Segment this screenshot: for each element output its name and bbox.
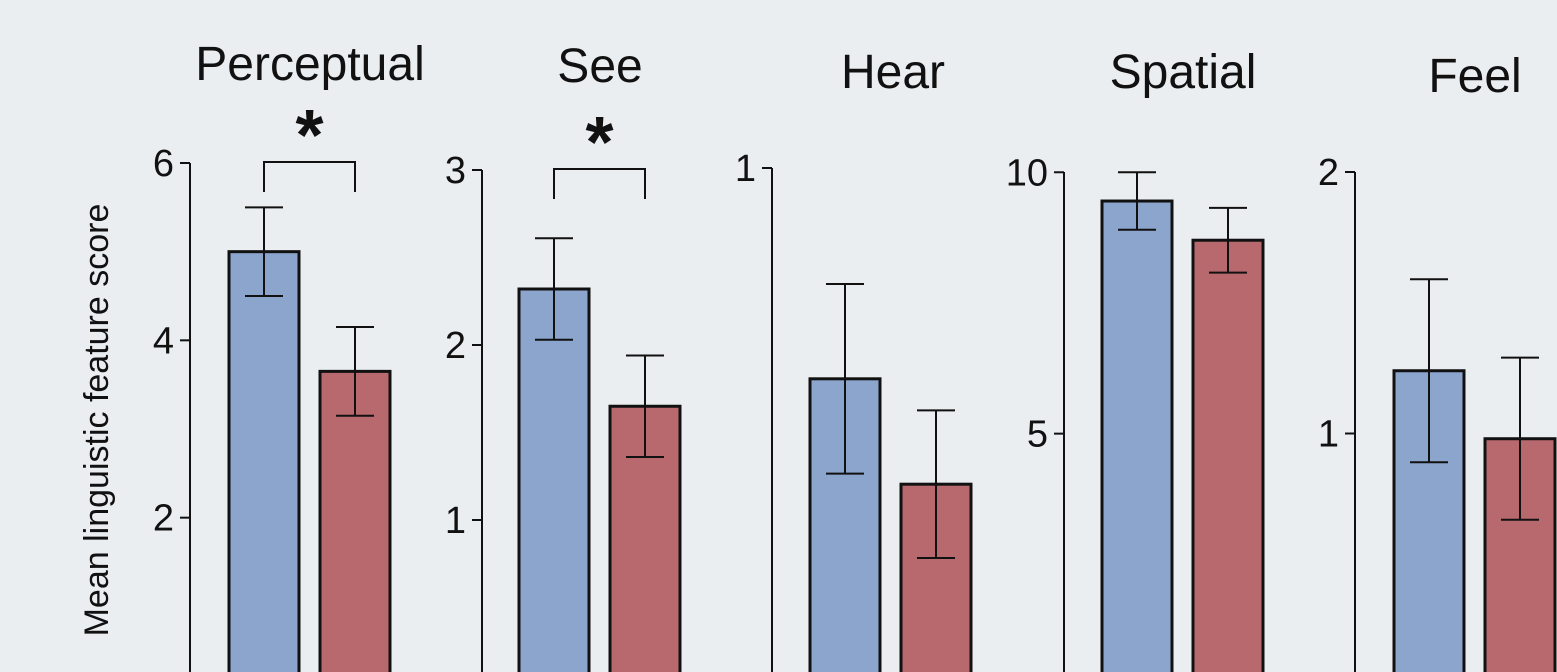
- y-tick-label: 3: [445, 150, 466, 192]
- bar: [517, 287, 591, 672]
- y-tick-label: 1: [1318, 414, 1339, 456]
- panel-title: Spatial: [1110, 46, 1257, 99]
- significance-bracket: [263, 161, 356, 192]
- panel-title: Perceptual: [195, 38, 424, 91]
- bar: [1191, 238, 1265, 672]
- significance-star: *: [295, 96, 323, 176]
- y-tick-label: 4: [153, 320, 174, 362]
- panel-title: Hear: [841, 46, 945, 99]
- panel-3: Hear 1: [735, 46, 973, 672]
- panel-title: See: [557, 40, 642, 93]
- panel-1: Perceptual 2 4 6 *: [153, 38, 425, 672]
- significance-star: *: [585, 103, 613, 183]
- y-tick-label: 5: [1027, 414, 1048, 456]
- bar: [227, 250, 301, 672]
- panel-2: See 1 2 3 *: [445, 40, 682, 672]
- bar: [1100, 199, 1174, 672]
- bar: [318, 369, 392, 672]
- y-tick-label: 1: [735, 148, 756, 190]
- significance-bracket: [553, 168, 646, 199]
- y-axis-label: Mean linguistic feature score: [78, 204, 116, 637]
- y-tick-label: 2: [1318, 152, 1339, 194]
- y-tick-label: 10: [1006, 152, 1048, 194]
- y-tick-label: 2: [153, 498, 174, 540]
- panel-title: Feel: [1428, 50, 1521, 103]
- y-tick-label: 6: [153, 143, 174, 185]
- panel-4: Spatial 5 10: [1006, 46, 1265, 672]
- y-tick-label: 1: [445, 500, 466, 542]
- panel-5: Feel 1 2: [1318, 50, 1557, 672]
- y-tick-label: 2: [445, 325, 466, 367]
